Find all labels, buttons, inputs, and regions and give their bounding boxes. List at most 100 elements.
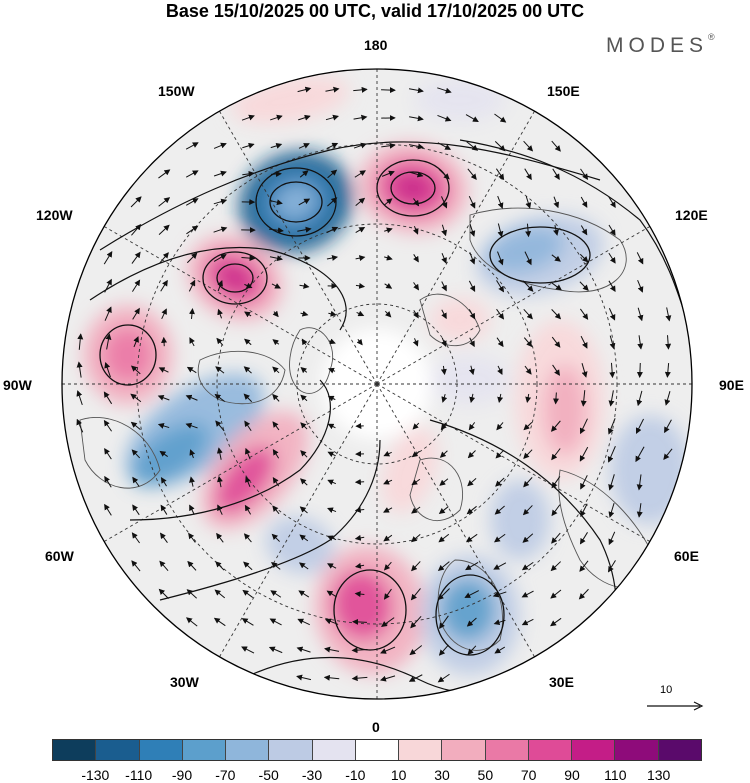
wind-arrow (245, 447, 251, 460)
wind-arrow (216, 447, 223, 460)
wind-arrow (466, 617, 477, 627)
wind-arrow (550, 281, 562, 291)
wind-arrow (468, 195, 476, 209)
wind-arrow (130, 393, 142, 403)
wind-arrow (413, 198, 420, 207)
wind-arrow (326, 226, 339, 234)
wind-arrow (525, 393, 532, 403)
wind-arrow (636, 362, 643, 379)
graticule (62, 69, 692, 699)
wind-arrow (158, 588, 169, 599)
wind-arrow (609, 335, 616, 350)
wind-arrow (665, 307, 672, 322)
wind-arrow (244, 338, 252, 346)
wind-arrow (550, 617, 562, 627)
colorbar-tick-label: -110 (125, 767, 153, 783)
wind-arrow (412, 422, 420, 430)
anomaly-blob (395, 175, 431, 201)
wind-arrow (185, 422, 198, 429)
wind-arrow (437, 142, 452, 150)
wind-arrow (131, 560, 141, 572)
wind-arrow (325, 86, 340, 93)
wind-arrow (185, 142, 199, 150)
wind-arrow (412, 338, 419, 347)
wind-arrow (353, 86, 368, 93)
wind-arrow (241, 114, 255, 121)
colorbar-swatch (182, 740, 227, 760)
anomaly-blob (543, 365, 587, 455)
colorbar-tick-label: -130 (81, 767, 110, 783)
wind-arrow (413, 310, 419, 319)
wind-arrow (185, 394, 198, 401)
colorbar-swatch (269, 740, 313, 760)
wind-arrow (300, 394, 308, 402)
wind-arrow (440, 422, 448, 431)
wind-arrow (637, 307, 644, 322)
wind-arrow (497, 195, 504, 209)
wind-arrow (245, 476, 251, 488)
wind-arrow (352, 618, 367, 625)
wind-arrow (467, 478, 477, 487)
wind-arrow (465, 114, 479, 122)
wind-arrow (241, 618, 254, 626)
wind-arrow (465, 533, 478, 543)
wind-arrow (186, 366, 197, 374)
wind-arrow (580, 390, 587, 407)
wind-arrow (467, 168, 477, 180)
wind-arrow (551, 254, 561, 262)
wind-arrow (521, 590, 534, 598)
wind-arrow (327, 423, 336, 430)
wind-arrow (411, 478, 421, 486)
wind-arrow (608, 474, 615, 491)
wind-arrow (327, 563, 337, 569)
wind-arrow (354, 506, 365, 513)
wind-arrow (437, 114, 452, 122)
wind-arrow (609, 362, 616, 379)
lon-label-120w: 120W (36, 207, 73, 223)
wind-arrow (523, 337, 533, 348)
wind-arrow (411, 561, 421, 572)
wind-arrow (552, 168, 560, 181)
coastline (197, 350, 286, 405)
colorbar-tick-label: 70 (520, 767, 537, 783)
wind-arrow (217, 475, 223, 488)
wind-arrow (326, 255, 339, 261)
reference-vector-label: 10 (660, 684, 673, 696)
wind-arrow (298, 198, 311, 206)
wind-arrow (383, 198, 393, 206)
wind-arrow (158, 197, 171, 207)
anomaly-blob (430, 355, 510, 405)
wind-arrow (469, 252, 476, 265)
colorbar-swatch (442, 740, 486, 760)
wind-arrow (298, 590, 310, 598)
wind-arrow (132, 307, 140, 320)
colorbar-tick-label: 50 (477, 767, 494, 783)
wind-arrow (608, 280, 616, 293)
wind-arrow (579, 253, 589, 263)
wind-arrow (439, 478, 449, 486)
wind-arrow (664, 391, 671, 406)
wind-arrow (272, 393, 280, 402)
colorbar-tick-label: -10 (345, 767, 366, 783)
wind-arrow (493, 619, 506, 626)
wind-arrow (299, 534, 309, 542)
wind-arrow (185, 170, 199, 178)
wind-arrow (523, 477, 533, 488)
map-title: Base 15/10/2025 00 UTC, valid 17/10/2025… (165, 1, 585, 21)
wind-arrow (522, 505, 533, 516)
wind-arrow (272, 505, 280, 515)
wind-arrow (354, 170, 366, 178)
modes-logo: MODES® (606, 32, 715, 58)
meridian-line (103, 383, 378, 542)
wind-arrow (300, 450, 308, 458)
registered-mark: ® (708, 32, 715, 42)
wind-arrow (580, 475, 588, 490)
wind-arrow (104, 475, 112, 488)
wind-arrow (497, 251, 504, 266)
wind-arrow (132, 504, 140, 516)
wind-arrow (131, 223, 142, 236)
wind-arrow (408, 143, 424, 150)
wind-arrow (411, 506, 421, 514)
wind-arrow (384, 227, 393, 234)
anomaly-blob (274, 183, 318, 221)
